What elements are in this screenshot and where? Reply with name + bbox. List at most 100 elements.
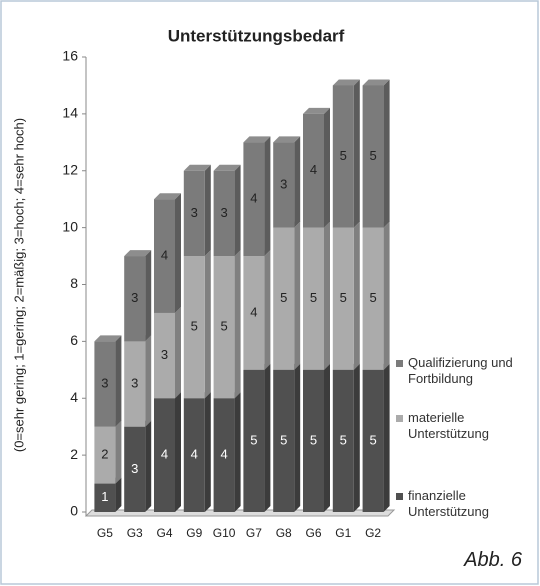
data-label: 5 bbox=[369, 290, 376, 305]
bar-segment bbox=[243, 256, 265, 370]
data-label: 5 bbox=[369, 432, 376, 447]
bar-segment bbox=[154, 398, 175, 512]
data-label: 4 bbox=[310, 162, 317, 177]
y-tick-label: 16 bbox=[62, 48, 78, 64]
data-label: 3 bbox=[101, 375, 108, 390]
bar-side bbox=[175, 392, 181, 512]
bar-side bbox=[175, 193, 181, 313]
bar-side bbox=[353, 221, 360, 370]
bar-top bbox=[303, 107, 330, 114]
legend-swatch bbox=[396, 360, 403, 367]
x-tick-label: G5 bbox=[97, 526, 113, 540]
x-tick-label: G7 bbox=[246, 526, 262, 540]
bar-segment bbox=[183, 398, 205, 512]
data-label: 5 bbox=[220, 319, 227, 334]
bar-segment bbox=[332, 227, 354, 370]
bar-side bbox=[204, 250, 211, 399]
x-tick-label: G9 bbox=[186, 526, 202, 540]
bar-segment bbox=[273, 369, 295, 512]
bar-side bbox=[353, 79, 360, 228]
bar-segment bbox=[154, 199, 175, 313]
chart-title: Unterstützungsbedarf bbox=[168, 26, 345, 45]
bar-segment bbox=[213, 170, 235, 257]
data-label: 1 bbox=[101, 489, 108, 504]
bar-top bbox=[362, 79, 390, 86]
x-tick-label: G2 bbox=[365, 526, 381, 540]
bar-side bbox=[324, 363, 330, 512]
bar-segment bbox=[124, 341, 146, 427]
bar-side bbox=[145, 250, 152, 342]
bar-segment bbox=[303, 227, 324, 370]
bar-side bbox=[264, 363, 271, 512]
y-tick-label: 14 bbox=[62, 105, 78, 121]
bar-segment bbox=[183, 256, 205, 399]
x-tick-label: G4 bbox=[156, 526, 172, 540]
bar-top bbox=[154, 193, 181, 200]
bar-segment bbox=[273, 227, 295, 370]
legend-label: materielle Unterstützung bbox=[408, 410, 489, 441]
bar-side bbox=[204, 392, 211, 512]
bar-top bbox=[243, 136, 271, 143]
y-tick-label: 0 bbox=[70, 503, 78, 519]
bar-segment bbox=[273, 142, 295, 228]
bar-segment bbox=[362, 369, 384, 512]
bar-side bbox=[324, 107, 330, 228]
bar-side bbox=[383, 221, 390, 370]
bar-segment bbox=[213, 256, 235, 399]
bar-side bbox=[264, 250, 271, 370]
bar-side bbox=[383, 363, 390, 512]
data-label: 5 bbox=[310, 290, 317, 305]
bar-segment bbox=[124, 426, 146, 512]
y-tick-label: 8 bbox=[70, 275, 78, 291]
annotation: Abb. 6 bbox=[464, 549, 522, 571]
x-tick-label: G8 bbox=[276, 526, 292, 540]
data-label: 5 bbox=[369, 148, 376, 163]
data-label: 3 bbox=[191, 205, 198, 220]
bar-segment bbox=[94, 483, 116, 512]
legend-item: materielle Unterstützung bbox=[396, 410, 536, 442]
x-tick-label: G10 bbox=[213, 526, 236, 540]
y-tick-label: 6 bbox=[70, 332, 78, 348]
bar-segment bbox=[362, 227, 384, 370]
bar-segment bbox=[183, 170, 205, 257]
bar-segment bbox=[332, 85, 354, 228]
x-tick-label: G6 bbox=[305, 526, 321, 540]
legend-label: finanzielle Unterstützung bbox=[408, 488, 489, 519]
legend-label: Qualifizierung und Fortbildung bbox=[408, 355, 513, 386]
bar-side bbox=[324, 221, 330, 370]
legend-item: finanzielle Unterstützung bbox=[396, 488, 536, 520]
bar-side bbox=[145, 335, 152, 427]
legend-item: Qualifizierung und Fortbildung bbox=[396, 355, 536, 387]
data-label: 5 bbox=[340, 148, 347, 163]
bar-segment bbox=[362, 85, 384, 228]
bar-side bbox=[115, 335, 122, 427]
data-label: 3 bbox=[131, 375, 138, 390]
data-label: 3 bbox=[131, 461, 138, 476]
data-label: 4 bbox=[220, 447, 227, 462]
bar-segment bbox=[213, 398, 235, 512]
data-label: 4 bbox=[161, 447, 168, 462]
bar-top bbox=[124, 250, 152, 257]
bar-side bbox=[204, 164, 211, 257]
bar-side bbox=[294, 363, 301, 512]
bar-side bbox=[234, 392, 241, 512]
data-label: 5 bbox=[191, 319, 198, 334]
bar-side bbox=[234, 250, 241, 399]
y-tick-label: 10 bbox=[62, 218, 78, 234]
bar-segment bbox=[94, 341, 116, 427]
bar-side bbox=[264, 136, 271, 257]
bar-segment bbox=[124, 256, 146, 342]
bar-side bbox=[234, 164, 241, 257]
data-label: 3 bbox=[280, 176, 287, 191]
bar-side bbox=[294, 136, 301, 228]
data-label: 4 bbox=[250, 304, 257, 319]
data-label: 5 bbox=[280, 290, 287, 305]
bar-segment bbox=[303, 369, 324, 512]
bar-top bbox=[183, 164, 211, 171]
data-label: 4 bbox=[191, 447, 198, 462]
bar-top bbox=[273, 136, 301, 143]
bar-segment bbox=[243, 142, 265, 257]
y-tick-label: 4 bbox=[70, 389, 78, 405]
y-tick-label: 2 bbox=[70, 446, 78, 462]
